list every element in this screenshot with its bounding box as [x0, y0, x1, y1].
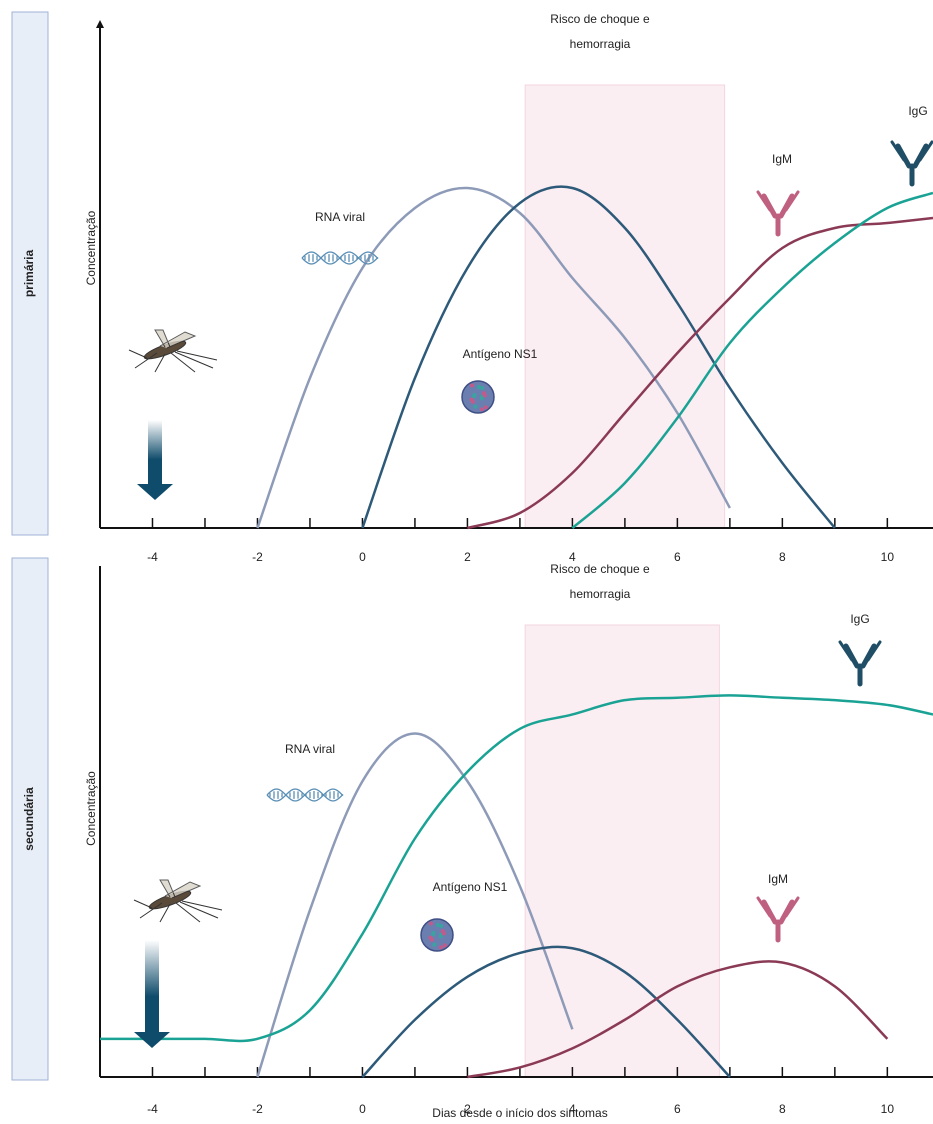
- band-label: hemorragia: [570, 587, 631, 601]
- mosquito-icon: [134, 880, 222, 922]
- series-label: IgG: [850, 612, 869, 626]
- virus-spot: [442, 932, 446, 936]
- x-tick-label: 6: [674, 550, 681, 564]
- virus-icon: [421, 919, 453, 951]
- series-label: IgM: [768, 872, 788, 886]
- antibody-icon: [840, 642, 880, 684]
- virus-spot: [473, 393, 477, 397]
- x-tick-label: 0: [359, 1102, 366, 1116]
- antibody-arm: [898, 146, 926, 184]
- virus-spot: [480, 407, 484, 411]
- x-tick-label: -2: [252, 550, 263, 564]
- virus-spot: [429, 921, 433, 925]
- x-tick-label: 8: [779, 1102, 786, 1116]
- virus-spot: [480, 386, 484, 390]
- antibody-icon: [758, 192, 798, 234]
- antibody-arm: [764, 196, 792, 234]
- dna-icon: [267, 789, 343, 801]
- x-tick-label: 10: [881, 550, 895, 564]
- mosquito-legs: [129, 350, 217, 372]
- antibody-icon: [758, 898, 798, 940]
- virus-spot: [432, 943, 436, 947]
- series-label: RNA viral: [315, 210, 365, 224]
- antibody-arm: [846, 646, 874, 684]
- band-label: hemorragia: [570, 37, 631, 51]
- virus-spot: [439, 924, 443, 928]
- arrow-shaft: [145, 940, 159, 1034]
- virus-spot: [470, 383, 474, 387]
- virus-spot: [483, 394, 487, 398]
- panel-label: primária: [22, 249, 36, 297]
- antibody-icon: [892, 142, 932, 184]
- x-tick-label: 8: [779, 550, 786, 564]
- series-label: IgG: [908, 104, 927, 118]
- diagram: primária Concentração Risco de choque e hem…: [0, 0, 933, 1124]
- x-tick-label: 6: [674, 1102, 681, 1116]
- virus-icon: [462, 381, 494, 413]
- x-tick-label: 10: [881, 1102, 895, 1116]
- risk-band: [525, 85, 724, 528]
- band-label: Risco de choque e: [550, 562, 650, 576]
- risk-band: [525, 625, 719, 1077]
- arrow-head: [137, 484, 173, 500]
- band-label: Risco de choque e: [550, 12, 650, 26]
- virus-spot: [480, 396, 484, 400]
- virus-spot: [432, 931, 436, 935]
- virus-spot: [439, 945, 443, 949]
- virus-spot: [429, 936, 433, 940]
- x-tick-label: -4: [147, 1102, 158, 1116]
- series-label: IgM: [772, 152, 792, 166]
- x-tick-label: 2: [464, 550, 471, 564]
- series-label: Antígeno NS1: [433, 880, 508, 894]
- virus-spot: [443, 943, 447, 947]
- x-tick-label: 0: [359, 550, 366, 564]
- virus-spot: [470, 398, 474, 402]
- x-tick-label: -2: [252, 1102, 263, 1116]
- panel-label: secundária: [22, 787, 36, 851]
- antibody-arm: [764, 902, 792, 940]
- x-axis-label: Dias desde o início dos sintomas: [432, 1106, 607, 1120]
- virus-spot: [477, 385, 481, 389]
- mosquito-icon: [129, 330, 217, 372]
- virus-spot: [484, 405, 488, 409]
- arrow-shaft: [148, 420, 162, 486]
- virus-spot: [439, 934, 443, 938]
- virus-spot: [473, 405, 477, 409]
- virus-spot: [436, 923, 440, 927]
- y-axis-arrow: [96, 20, 104, 28]
- y-axis-label: Concentração: [84, 210, 98, 285]
- series-label: Antígeno NS1: [463, 347, 538, 361]
- y-axis-label: Concentração: [84, 771, 98, 846]
- mosquito-legs: [134, 900, 222, 922]
- series-line: [100, 695, 933, 1041]
- x-tick-label: -4: [147, 550, 158, 564]
- series-label: RNA viral: [285, 742, 335, 756]
